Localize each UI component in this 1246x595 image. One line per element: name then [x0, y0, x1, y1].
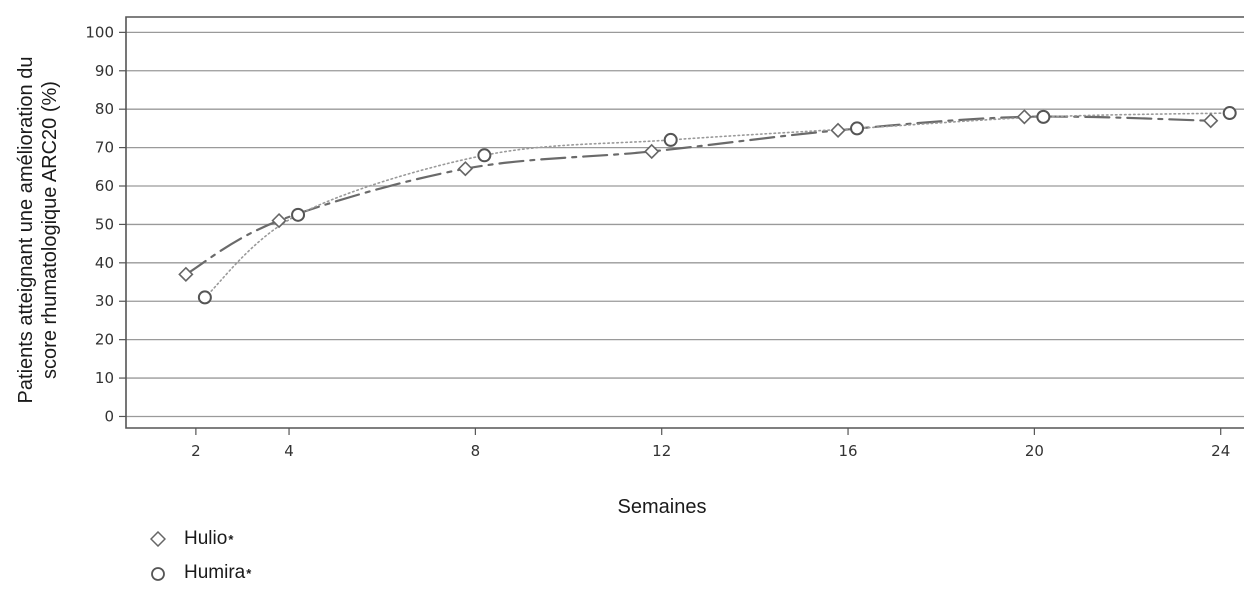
- data-point-hulio-week-16: [830, 122, 846, 138]
- data-point-hulio-week-12: [644, 143, 660, 160]
- y-axis-label: Patients atteignant une amélioration du …: [15, 57, 61, 404]
- data-point-humira-week-24: [1222, 106, 1237, 121]
- series-lines: [184, 112, 1231, 299]
- data-point-hulio-week-8: [457, 161, 474, 177]
- series-line-hulio: [184, 115, 1212, 276]
- data-point-humira-week-20: [1036, 109, 1051, 124]
- plot-frame: [125, 16, 1244, 429]
- data-point-hulio-week-24: [1203, 113, 1219, 129]
- x-tick-label-12: 12: [652, 442, 671, 460]
- data-point-humira-week-8: [477, 148, 492, 163]
- data-point-humira-week-16: [850, 121, 865, 136]
- legend-label-humira: Humira: [184, 562, 246, 583]
- legend-item-humira: Humira *: [150, 556, 251, 590]
- y-tick-label-0: 0: [104, 407, 114, 425]
- x-tick-label-16: 16: [838, 442, 857, 460]
- y-tick-label-20: 20: [95, 331, 114, 349]
- x-tick-label-2: 2: [191, 442, 201, 460]
- gridlines: [126, 31, 1244, 418]
- x-axis-ticks: 2 4 8 12 16 20 24: [191, 428, 1230, 460]
- data-point-hulio-week-20: [1016, 109, 1033, 125]
- y-tick-label-100: 100: [85, 23, 114, 41]
- legend-sup-humira: *: [246, 565, 252, 581]
- series-line-humira: [204, 112, 1231, 299]
- y-axis-ticks: 0 10 20 30 40 50 60 70 80 90 100: [85, 23, 126, 425]
- x-axis-label: Semaines: [618, 496, 707, 518]
- y-tick-label-10: 10: [95, 369, 114, 387]
- legend-label-hulio: Hulio: [184, 528, 228, 549]
- legend-item-hulio: Hulio *: [150, 522, 251, 556]
- legend: Hulio * Humira *: [150, 522, 251, 590]
- y-tick-label-60: 60: [95, 177, 114, 195]
- x-tick-label-24: 24: [1211, 442, 1230, 460]
- data-point-hulio-week-2: [178, 266, 194, 282]
- plot-border: [125, 16, 1244, 429]
- y-tick-label-70: 70: [95, 139, 114, 157]
- y-axis-label-line-1: Patients atteignant une amélioration du: [15, 57, 37, 404]
- y-tick-label-30: 30: [95, 292, 114, 310]
- data-point-hulio-week-4: [271, 212, 287, 229]
- data-point-humira-week-12: [663, 132, 678, 147]
- diamond-marker-icon: [150, 531, 166, 547]
- series-markers: [178, 106, 1237, 305]
- y-tick-label-90: 90: [95, 62, 114, 80]
- circle-marker-icon: [151, 567, 165, 581]
- y-tick-label-40: 40: [95, 254, 114, 272]
- x-tick-label-4: 4: [284, 442, 294, 460]
- y-axis-label-line-2: score rhumatologique ARC20 (%): [39, 81, 61, 379]
- data-point-humira-week-2: [197, 290, 212, 305]
- y-tick-label-80: 80: [95, 100, 114, 118]
- x-tick-label-8: 8: [471, 442, 481, 460]
- y-tick-label-50: 50: [95, 215, 114, 233]
- data-point-humira-week-4: [291, 207, 306, 222]
- x-tick-label-20: 20: [1025, 442, 1044, 460]
- legend-sup-hulio: *: [228, 531, 234, 547]
